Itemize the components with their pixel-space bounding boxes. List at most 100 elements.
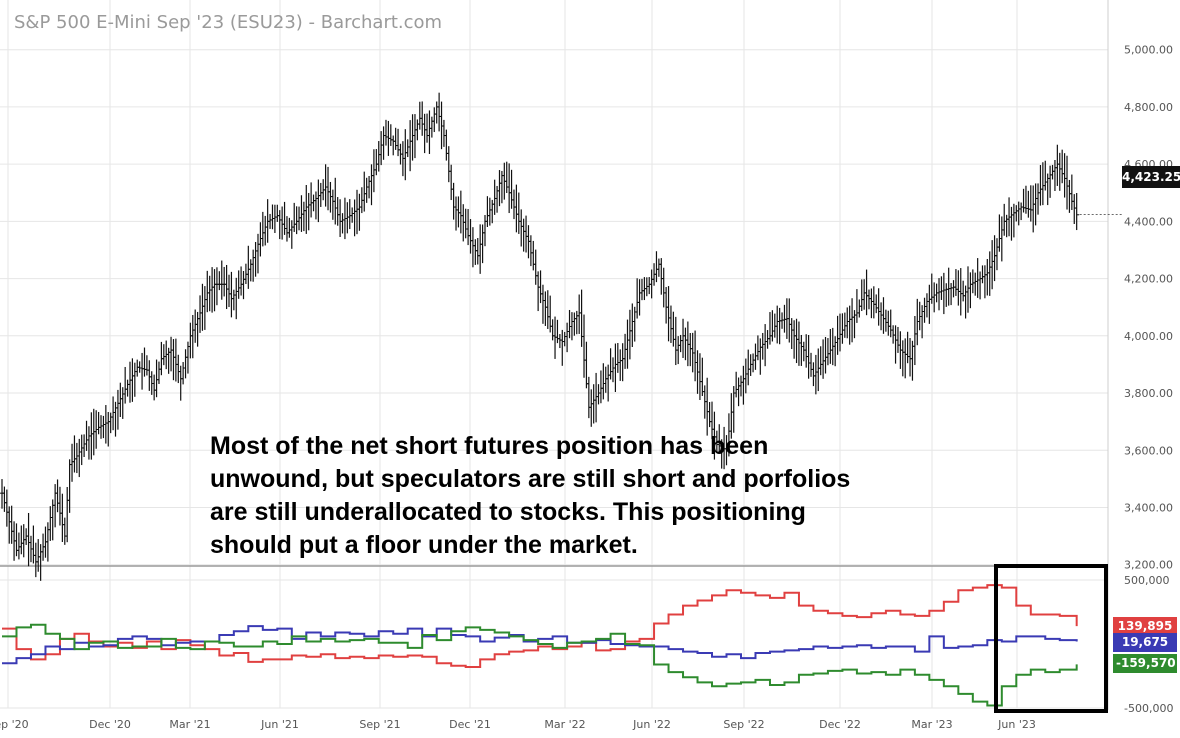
price-bar (615, 342, 621, 373)
price-bar (349, 207, 355, 223)
price-bar (760, 332, 766, 360)
price-bar (226, 274, 232, 308)
price-bar (448, 164, 454, 201)
price-bar (1069, 174, 1075, 210)
price-bar (970, 269, 976, 294)
price-bar (221, 266, 227, 297)
price-bar (806, 334, 812, 379)
cot-y-tick-label: -500,000 (1124, 702, 1173, 715)
price-bar (96, 411, 102, 435)
price-bar (21, 524, 27, 558)
price-bar (373, 149, 379, 176)
price-bar (332, 177, 338, 225)
price-bar (796, 321, 802, 366)
price-bar (1033, 183, 1039, 226)
price-bar (168, 336, 174, 372)
price-bar (649, 269, 655, 299)
price-bar (670, 311, 676, 347)
price-bar (574, 310, 580, 335)
price-bar (769, 310, 775, 342)
price-bar (6, 506, 12, 544)
price-bar (100, 415, 106, 439)
price-bar (774, 305, 780, 344)
price-bar (979, 265, 985, 284)
price-bar (98, 415, 104, 439)
price-bar (496, 170, 502, 207)
price-bar (779, 312, 785, 329)
price-bar (255, 233, 261, 274)
price-bar (71, 435, 77, 473)
price-bar (347, 199, 353, 230)
price-bar (366, 175, 372, 199)
price-bar (854, 289, 860, 323)
price-bar (1011, 203, 1017, 238)
price-bar (600, 363, 606, 400)
price-bar (192, 309, 198, 343)
price-bar (180, 362, 186, 385)
price-bar (789, 318, 795, 350)
x-tick-label: Mar '23 (911, 718, 952, 731)
price-bar (772, 313, 778, 338)
price-bar (1023, 185, 1029, 214)
price-bar (533, 249, 539, 285)
price-bar (699, 357, 705, 396)
price-bar (361, 171, 367, 212)
price-bar (325, 166, 331, 211)
price-bar (943, 283, 949, 307)
price-bar (902, 338, 908, 379)
price-bar (16, 532, 22, 560)
price-bar (236, 270, 242, 299)
price-bar (245, 245, 251, 289)
price-bar (938, 276, 944, 300)
price-bar (431, 107, 437, 133)
price-bar (994, 238, 1000, 271)
price-bar (141, 347, 147, 377)
price-bar (1040, 162, 1046, 206)
price-bar (313, 191, 319, 220)
price-bar (866, 289, 872, 310)
price-bar (137, 361, 143, 373)
price-bar (1, 486, 7, 512)
price-bar (550, 319, 556, 341)
price-bar (856, 299, 862, 318)
price-bar (682, 327, 688, 361)
x-tick-label: Jun '23 (997, 718, 1036, 731)
price-bar (64, 487, 70, 543)
price-bar (680, 318, 686, 358)
price-bar (132, 362, 138, 397)
price-bar (81, 434, 87, 457)
price-bar (521, 218, 527, 252)
cot-series-line-2 (2, 623, 1078, 707)
y-tick-label: 4,400.00 (1124, 215, 1173, 228)
price-bar (146, 360, 152, 391)
price-bar (69, 443, 75, 482)
price-bar (284, 216, 290, 242)
price-bar (340, 213, 346, 234)
y-tick-label: 5,000.00 (1124, 44, 1173, 57)
price-bar (948, 283, 954, 306)
price-bar (209, 267, 215, 313)
price-bar (238, 266, 244, 296)
price-bar (88, 412, 94, 460)
price-bar (484, 196, 490, 227)
price-bar (576, 294, 582, 334)
price-bar (250, 249, 256, 282)
price-bar (166, 347, 172, 374)
price-bar (583, 341, 589, 389)
price-bar (426, 110, 432, 154)
x-tick-label: Sep '20 (0, 718, 29, 731)
price-bar (982, 265, 988, 299)
x-tick-label: Mar '22 (544, 718, 585, 731)
price-bar (417, 101, 423, 130)
price-bar (383, 119, 389, 146)
price-bar (953, 269, 959, 296)
price-bar (204, 270, 210, 313)
price-bar (989, 240, 995, 290)
x-tick-label: Sep '22 (723, 718, 764, 731)
price-bar (301, 201, 307, 232)
price-bar (707, 402, 713, 428)
price-bar (745, 349, 751, 386)
price-bar (390, 135, 396, 156)
price-bar (216, 271, 222, 291)
price-bar (658, 258, 664, 295)
